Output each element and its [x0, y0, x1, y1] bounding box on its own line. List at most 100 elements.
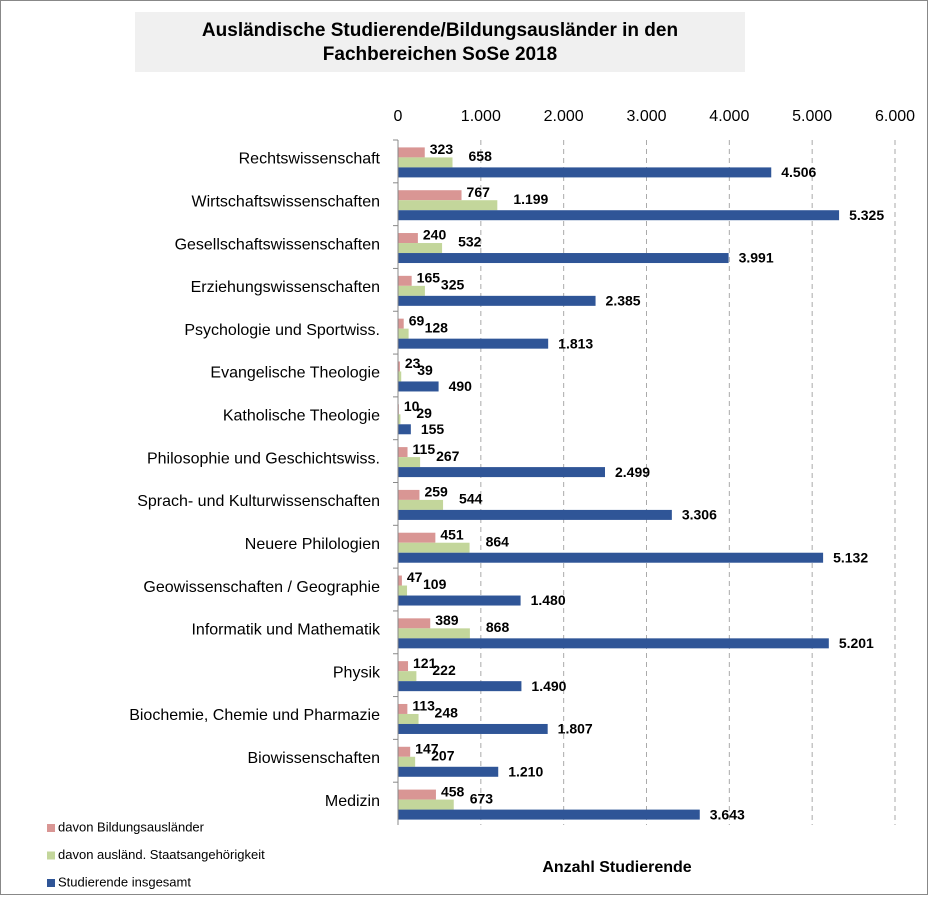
value-label: 240	[423, 227, 447, 243]
bar	[398, 243, 443, 254]
bar	[398, 253, 729, 264]
value-label: 767	[467, 184, 491, 200]
value-label: 109	[423, 576, 447, 592]
value-label: 1.199	[513, 191, 548, 207]
category-label: Erziehungswissenschaften	[191, 279, 380, 296]
bar	[398, 457, 421, 468]
value-label: 115	[413, 441, 436, 457]
x-tick-label: 3.000	[626, 108, 666, 125]
bar	[398, 638, 829, 649]
bar	[398, 147, 425, 158]
value-label: 864	[486, 533, 510, 549]
category-label: Biochemie, Chemie und Pharmazie	[129, 707, 380, 724]
category-label: Biowissenschaften	[247, 750, 380, 767]
bar	[398, 542, 470, 553]
bar	[398, 157, 453, 168]
bar	[398, 275, 412, 286]
value-label: 532	[458, 234, 482, 250]
bar	[398, 809, 700, 820]
bar	[398, 499, 444, 510]
bar	[398, 381, 439, 392]
value-label: 2.385	[606, 293, 641, 309]
bar	[398, 595, 521, 606]
title-box	[135, 12, 745, 72]
bar	[398, 703, 408, 714]
bar	[398, 167, 772, 178]
legend-swatch	[47, 824, 55, 832]
value-label: 1.807	[558, 721, 593, 737]
value-label: 222	[432, 662, 456, 678]
category-label: Philosophie und Geschichtswiss.	[147, 450, 380, 467]
value-label: 165	[417, 270, 441, 286]
value-label: 4.506	[781, 164, 816, 180]
x-axis-label: Anzahl Studierende	[542, 859, 691, 876]
value-label: 1.813	[558, 335, 593, 351]
bar	[398, 361, 400, 372]
value-label: 267	[436, 448, 460, 464]
category-label: Wirtschaftswissenschaften	[191, 193, 380, 210]
bar	[398, 285, 425, 296]
value-label: 207	[431, 747, 455, 763]
value-label: 3.643	[710, 806, 745, 822]
bar	[398, 789, 436, 800]
value-label: 147	[415, 740, 439, 756]
bar	[398, 681, 522, 692]
category-label: Evangelische Theologie	[210, 365, 380, 382]
x-tick-label: 2.000	[544, 108, 584, 125]
bar	[398, 509, 672, 520]
bar	[398, 318, 404, 329]
value-label: 490	[449, 378, 473, 394]
value-label: 3.991	[739, 250, 774, 266]
value-label: 248	[435, 705, 459, 721]
bar	[398, 447, 408, 458]
category-label: Sprach- und Kulturwissenschaften	[137, 493, 380, 510]
bar	[398, 328, 409, 339]
category-label: Psychologie und Sportwiss.	[184, 322, 380, 339]
x-tick-label: 1.000	[461, 108, 501, 125]
category-label: Physik	[333, 664, 381, 681]
bar	[398, 575, 402, 586]
x-tick-label: 4.000	[709, 108, 749, 125]
value-label: 3.306	[682, 507, 717, 523]
bar	[398, 799, 454, 810]
value-label: 325	[441, 277, 465, 293]
value-label: 155	[421, 421, 445, 437]
legend-swatch	[47, 879, 55, 887]
bar	[398, 552, 824, 563]
bar	[398, 233, 418, 244]
bar	[398, 467, 606, 478]
bar	[398, 746, 411, 757]
x-tick-label: 5.000	[792, 108, 832, 125]
bar	[398, 585, 408, 596]
legend-label: davon ausländ. Staatsangehörigkeit	[58, 847, 265, 862]
bar	[398, 723, 548, 734]
bar	[398, 766, 499, 777]
bar	[398, 200, 498, 211]
value-label: 5.132	[833, 549, 868, 565]
value-label: 5.201	[839, 635, 874, 651]
bar	[398, 628, 470, 639]
value-label: 451	[440, 526, 464, 542]
legend-swatch	[47, 851, 55, 860]
value-label: 121	[413, 655, 437, 671]
value-label: 128	[425, 319, 449, 335]
bar	[398, 661, 409, 672]
bar	[398, 618, 431, 629]
category-label: Medizin	[325, 793, 380, 810]
bar	[398, 338, 549, 349]
bar	[398, 414, 401, 425]
value-label: 673	[470, 790, 494, 806]
x-tick-label: 6.000	[875, 108, 915, 125]
value-label: 23	[405, 355, 421, 371]
bar	[398, 756, 416, 767]
bar	[398, 424, 411, 435]
category-label: Katholische Theologie	[223, 408, 380, 425]
value-label: 47	[407, 569, 423, 585]
x-tick-label: 0	[394, 108, 403, 125]
value-label: 69	[409, 312, 425, 328]
value-label: 1.210	[508, 763, 543, 779]
value-label: 658	[469, 148, 493, 164]
bar	[398, 532, 436, 543]
